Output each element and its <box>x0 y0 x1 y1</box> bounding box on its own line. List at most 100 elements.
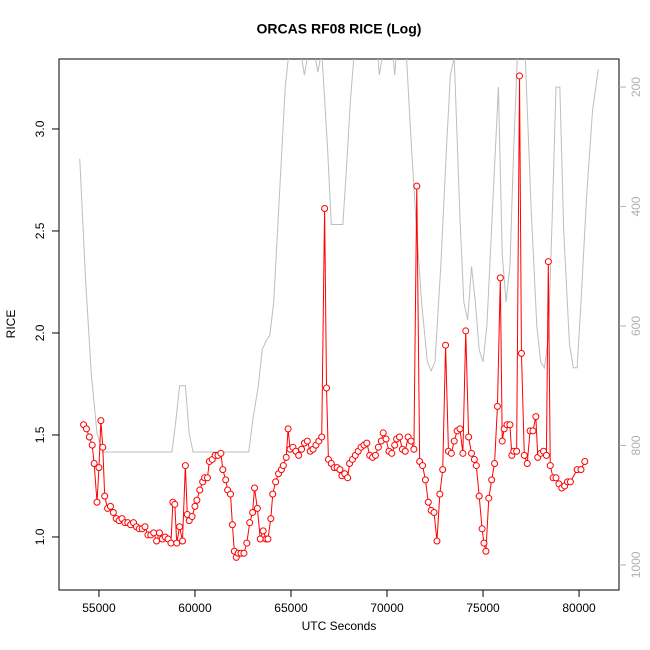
data-point <box>480 539 488 547</box>
data-point <box>496 274 504 282</box>
y-tick-label: 3.0 <box>33 120 47 137</box>
data-point <box>447 449 455 457</box>
data-point <box>251 484 259 492</box>
data-point <box>246 519 254 527</box>
data-point <box>424 498 432 506</box>
data-point <box>109 508 117 516</box>
data-point <box>516 72 524 80</box>
data-point <box>336 466 344 474</box>
data-point <box>520 451 528 459</box>
data-point <box>552 474 560 482</box>
data-point <box>256 535 264 543</box>
data-point <box>303 437 311 445</box>
x-axis-label: UTC Seconds <box>302 619 377 633</box>
y-axis-label: RICE <box>4 310 18 339</box>
data-point <box>188 513 196 521</box>
x-tick-label: 75000 <box>466 601 500 615</box>
data-point <box>153 537 161 545</box>
data-point <box>401 447 409 455</box>
data-point <box>155 529 163 537</box>
data-point <box>191 502 199 510</box>
data-point <box>465 433 473 441</box>
data-point <box>90 460 98 468</box>
data-point <box>99 443 107 451</box>
y2-tick-label: 400 <box>629 196 643 216</box>
data-point <box>249 508 257 516</box>
data-point <box>470 455 478 463</box>
data-point <box>272 478 280 486</box>
x-tick-label: 80000 <box>562 601 596 615</box>
data-point <box>379 429 387 437</box>
data-point <box>344 474 352 482</box>
data-point <box>421 476 429 484</box>
data-point <box>382 435 390 443</box>
data-point <box>106 502 114 510</box>
data-point <box>430 508 438 516</box>
data-point <box>85 433 93 441</box>
data-point <box>388 449 396 457</box>
data-point <box>97 417 105 425</box>
data-point <box>577 466 585 474</box>
data-point <box>475 492 483 500</box>
data-point <box>491 460 499 468</box>
y-tick-label: 2.5 <box>33 222 47 239</box>
data-point <box>323 384 331 392</box>
y2-tick-label: 200 <box>629 77 643 97</box>
data-point <box>167 539 175 547</box>
y2-tick-label: 1000 <box>629 551 643 578</box>
data-point <box>498 437 506 445</box>
data-point <box>433 537 441 545</box>
data-point <box>546 462 554 470</box>
chart-title: ORCAS RF08 RICE (Log) <box>257 21 422 37</box>
data-point <box>363 439 371 447</box>
data-point <box>529 427 537 435</box>
data-point <box>581 457 589 465</box>
y-tick-label: 1.0 <box>33 528 47 545</box>
data-point <box>318 433 326 441</box>
data-point <box>482 547 490 555</box>
data-point <box>459 449 467 457</box>
data-point <box>82 425 90 433</box>
data-point <box>171 500 179 508</box>
data-point <box>269 490 277 498</box>
data-point <box>321 205 329 213</box>
data-point <box>542 451 550 459</box>
data-point <box>259 527 267 535</box>
data-point <box>243 539 251 547</box>
data-point <box>468 449 476 457</box>
data-point <box>436 490 444 498</box>
data-point <box>442 341 450 349</box>
data-point <box>178 537 186 545</box>
series-line <box>83 75 586 559</box>
plot-frame <box>58 58 620 591</box>
data-point <box>395 433 403 441</box>
data-point <box>506 421 514 429</box>
x-tick-label: 70000 <box>370 601 404 615</box>
data-point <box>88 441 96 449</box>
data-point <box>517 349 525 357</box>
data-point <box>284 425 292 433</box>
y-tick-label: 1.5 <box>33 426 47 443</box>
data-point <box>298 445 306 453</box>
data-point <box>513 447 521 455</box>
data-point <box>219 466 227 474</box>
plot-area <box>79 59 599 561</box>
data-point <box>413 182 421 190</box>
data-point <box>181 462 189 470</box>
data-point <box>472 462 480 470</box>
data-point <box>228 521 236 529</box>
data-point <box>176 523 184 531</box>
data-point <box>532 413 540 421</box>
data-point <box>141 523 149 531</box>
data-point <box>371 451 379 459</box>
data-point <box>217 449 225 457</box>
data-point <box>462 327 470 335</box>
data-point <box>493 402 501 410</box>
series-line <box>79 59 599 453</box>
data-point <box>485 494 493 502</box>
y-tick-label: 2.0 <box>33 324 47 341</box>
data-point <box>391 441 399 449</box>
data-point <box>488 476 496 484</box>
